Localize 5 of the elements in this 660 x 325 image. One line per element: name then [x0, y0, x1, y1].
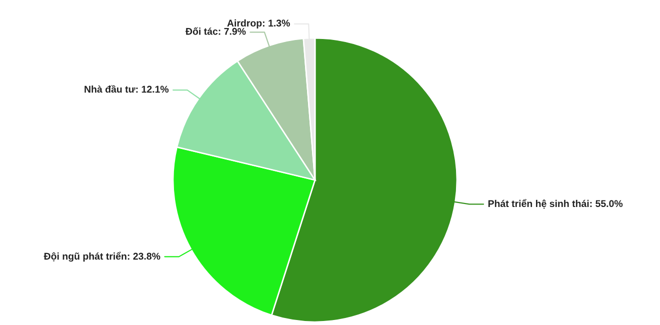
slice-label: Phát triển hệ sinh thái: 55.0% — [488, 199, 623, 209]
slice-label: Airdrop: 1.3% — [227, 19, 290, 28]
slice-label: Đội ngũ phát triển: 23.8% — [44, 252, 160, 262]
slice-label: Đối tác: 7.9% — [186, 27, 246, 35]
slice-label: Nhà đầu tư: 12.1% — [84, 85, 169, 93]
